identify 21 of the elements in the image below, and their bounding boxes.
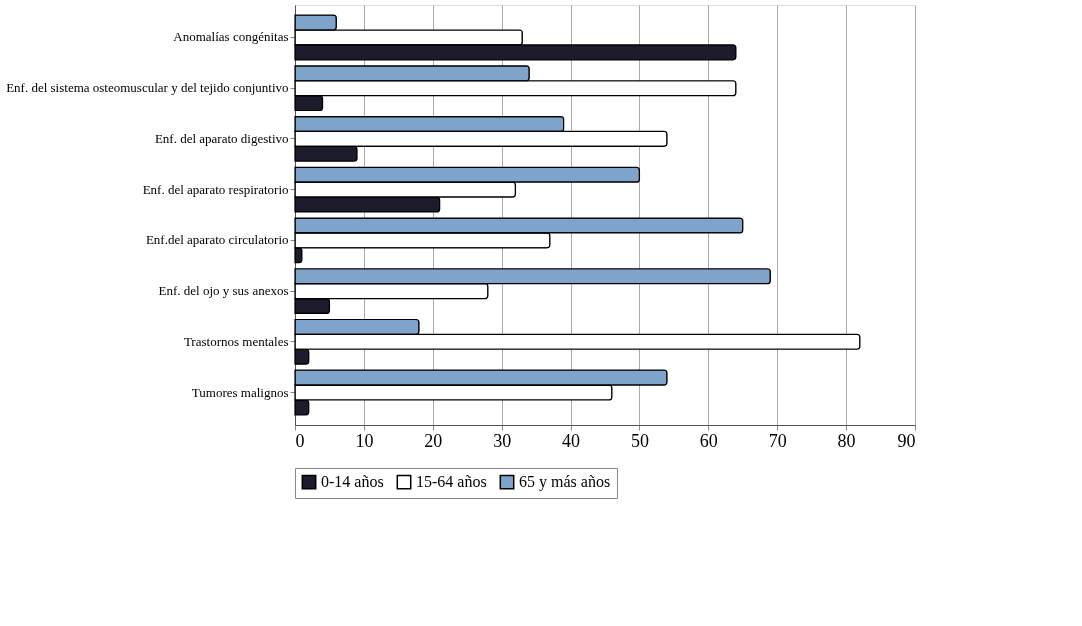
y-tick-label: Enf.del aparato circulatorio xyxy=(145,232,289,248)
y-tick-label: Anomalías congénitas xyxy=(173,29,289,45)
x-tick-label: 0 xyxy=(295,430,305,451)
y-tick-label: Tumores malignos xyxy=(191,384,289,400)
x-tick-label: 90 xyxy=(897,430,916,451)
y-tick-label: Enf. del aparato respiratorio xyxy=(142,181,289,197)
legend-label: 65 y más años xyxy=(519,473,611,492)
x-tick-label: 10 xyxy=(355,430,374,451)
x-tick-label: 30 xyxy=(493,430,512,451)
y-tick-label: Enf. del ojo y sus anexos xyxy=(158,283,289,299)
legend-label: 15-64 años xyxy=(416,473,487,491)
x-tick-label: 70 xyxy=(768,430,787,451)
x-tick-label: 40 xyxy=(562,430,581,451)
y-tick-label: Trastornos mentales xyxy=(183,333,289,349)
y-tick-label: Enf. del aparato digestivo xyxy=(154,130,289,146)
x-tick-label: 20 xyxy=(424,430,443,451)
x-tick-label: 60 xyxy=(699,430,718,451)
legend-label: 0-14 años xyxy=(321,473,384,491)
x-tick-label: 50 xyxy=(630,430,649,451)
y-tick-label: Enf. del sistema osteomuscular y del tejido conjuntivo xyxy=(6,80,289,96)
x-tick-label: 80 xyxy=(837,430,856,451)
